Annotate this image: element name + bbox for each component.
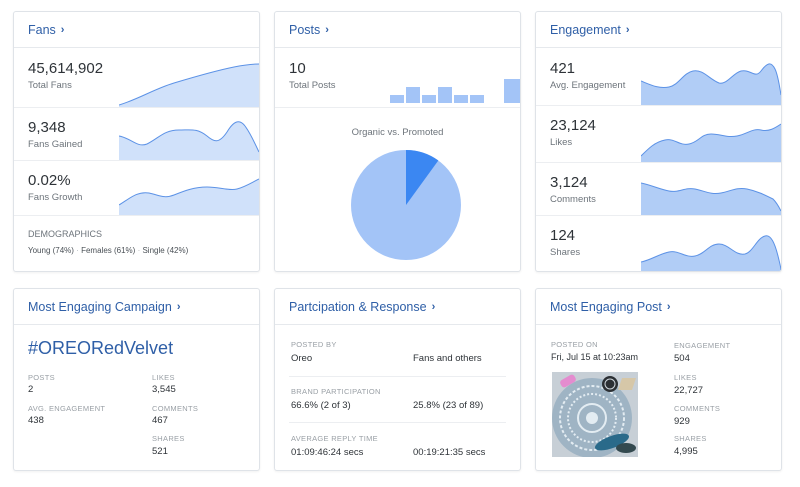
fans-gained-label: Fans Gained	[28, 139, 83, 150]
shares-value: 124	[550, 227, 576, 244]
campaign-posts-value: 2	[28, 384, 34, 395]
campaign-title: Most Engaging Campaign	[28, 299, 172, 314]
total-posts-metric: 10 Total Posts	[275, 49, 520, 107]
total-posts-value: 10	[289, 60, 306, 77]
brand-participation-right: 25.8% (23 of 89)	[413, 400, 484, 411]
post-shares-value: 4,995	[674, 446, 698, 457]
reply-time-label: AVERAGE REPLY TIME	[291, 434, 378, 443]
post-likes-label: LIKES	[674, 373, 697, 382]
campaign-likes-value: 3,545	[152, 384, 176, 395]
campaign-avg-label: AVG. ENGAGEMENT	[28, 404, 106, 413]
chevron-right-icon: ›	[625, 23, 630, 36]
engaging-post-title: Most Engaging Post	[550, 299, 662, 314]
comments-value: 3,124	[550, 174, 588, 191]
campaign-shares-label: SHARES	[152, 434, 185, 443]
posts-header-link[interactable]: Posts ›	[275, 12, 520, 48]
demographics-list: Young (74%) · Females (61%) · Single (42…	[28, 246, 189, 255]
campaign-header-link[interactable]: Most Engaging Campaign ›	[14, 289, 259, 325]
chevron-right-icon: ›	[60, 23, 65, 36]
demographic-single: Single (42%)	[142, 246, 189, 255]
fans-gained-value: 9,348	[28, 119, 66, 136]
posted-by-left: Oreo	[291, 353, 313, 364]
posts-card: Posts › 10 Total Posts Organic vs. Promo…	[274, 11, 521, 272]
shares-label: Shares	[550, 247, 581, 258]
fans-title: Fans	[28, 22, 56, 37]
chevron-right-icon: ›	[431, 300, 436, 313]
demographic-young: Young (74%)	[28, 246, 74, 255]
comments-label: Comments	[550, 194, 596, 205]
participation-title: Partcipation & Response	[289, 299, 427, 314]
avg-engagement-label: Avg. Engagement	[550, 80, 626, 91]
post-image[interactable]	[552, 372, 638, 457]
chevron-right-icon: ›	[666, 300, 671, 313]
demographic-females: Females (61%)	[81, 246, 136, 255]
engaging-post-card: Most Engaging Post › POSTED ON Fri, Jul …	[535, 288, 782, 471]
fans-growth-sparkline	[119, 178, 259, 215]
avg-engagement-metric: 421 Avg. Engagement	[536, 49, 781, 105]
likes-value: 23,124	[550, 117, 596, 134]
pie-title: Organic vs. Promoted	[351, 127, 444, 138]
total-fans-metric: 45,614,902 Total Fans	[14, 49, 259, 107]
likes-sparkline	[641, 123, 781, 162]
promoted-slice	[406, 150, 439, 205]
engagement-header-link[interactable]: Engagement ›	[536, 12, 781, 48]
shares-metric: 124 Shares	[536, 216, 781, 271]
avg-engagement-sparkline	[641, 63, 781, 105]
post-engagement-label: ENGAGEMENT	[674, 341, 731, 350]
engaging-post-header-link[interactable]: Most Engaging Post ›	[536, 289, 781, 325]
campaign-hashtag[interactable]: #OREORedVelvet	[28, 338, 174, 358]
campaign-card: Most Engaging Campaign › #OREORedVelvet …	[13, 288, 260, 471]
post-engagement-value: 504	[674, 353, 690, 364]
brand-participation-label: BRAND PARTICIPATION	[291, 387, 381, 396]
engagement-card: Engagement › 421 Avg. Engagement 23,124 …	[535, 11, 782, 272]
total-fans-sparkline	[119, 63, 259, 107]
posts-title: Posts	[289, 22, 321, 37]
campaign-posts-label: POSTS	[28, 373, 55, 382]
post-comments-label: COMMENTS	[674, 404, 721, 413]
demographics-label: DEMOGRAPHICS	[28, 229, 103, 239]
posted-on-label: POSTED ON	[551, 340, 598, 349]
chevron-right-icon: ›	[325, 23, 329, 36]
reply-time-right: 00:19:21:35 secs	[413, 447, 486, 458]
engagement-title: Engagement	[550, 22, 621, 37]
campaign-avg-value: 438	[28, 415, 44, 426]
posted-by-label: POSTED BY	[291, 340, 337, 349]
posts-bar-chart	[390, 79, 520, 103]
reply-time-left: 01:09:46:24 secs	[291, 447, 364, 458]
participation-card: Partcipation & Response › POSTED BY Oreo…	[274, 288, 521, 471]
fans-header-link[interactable]: Fans ›	[14, 12, 259, 48]
post-shares-label: SHARES	[674, 434, 707, 443]
campaign-likes-label: LIKES	[152, 373, 175, 382]
campaign-shares-value: 521	[152, 446, 168, 457]
fans-growth-value: 0.02%	[28, 172, 71, 189]
post-likes-value: 22,727	[674, 385, 704, 396]
comments-sparkline	[641, 182, 781, 215]
comments-metric: 3,124 Comments	[536, 163, 781, 215]
likes-metric: 23,124 Likes	[536, 106, 781, 162]
fans-card: Fans › 45,614,902 Total Fans 9,348 Fans …	[13, 11, 260, 272]
total-fans-label: Total Fans	[28, 80, 72, 91]
brand-participation-left: 66.6% (2 of 3)	[291, 400, 351, 411]
total-fans-value: 45,614,902	[28, 60, 104, 77]
campaign-comments-value: 467	[152, 415, 168, 426]
fans-growth-metric: 0.02% Fans Growth	[14, 161, 259, 215]
posted-by-right: Fans and others	[413, 353, 482, 364]
fans-growth-label: Fans Growth	[28, 192, 83, 203]
chevron-right-icon: ›	[176, 300, 181, 313]
likes-label: Likes	[550, 137, 573, 148]
avg-engagement-value: 421	[550, 60, 576, 77]
total-posts-label: Total Posts	[289, 80, 336, 91]
organic-promoted-pie	[351, 150, 461, 260]
campaign-comments-label: COMMENTS	[152, 404, 199, 413]
shares-sparkline	[641, 235, 781, 271]
post-comments-value: 929	[674, 416, 690, 427]
posted-on-value: Fri, Jul 15 at 10:23am	[551, 352, 639, 362]
fans-gained-sparkline	[119, 121, 259, 160]
fans-gained-metric: 9,348 Fans Gained	[14, 108, 259, 160]
participation-header-link[interactable]: Partcipation & Response ›	[275, 289, 520, 325]
